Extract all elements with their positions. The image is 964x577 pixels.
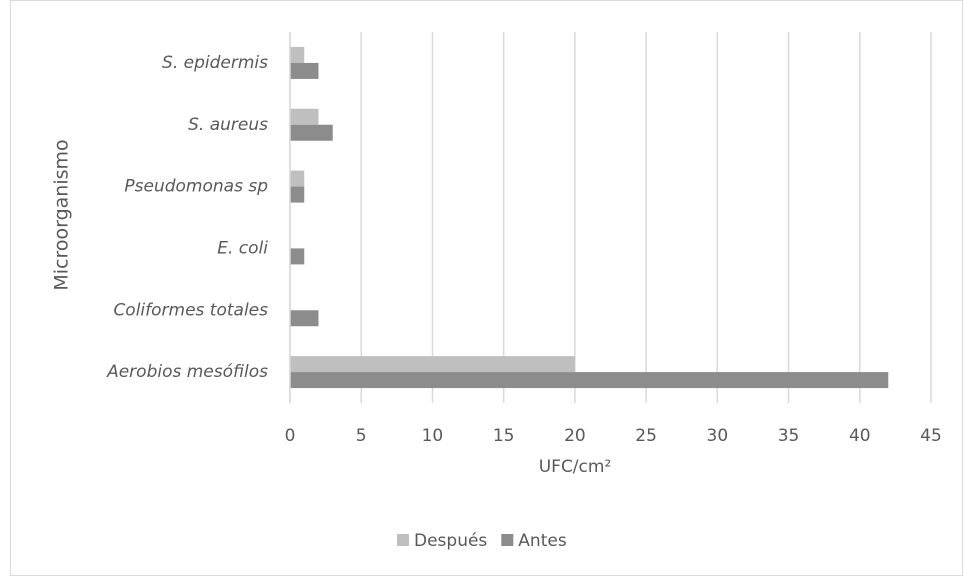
y-tick-label: S. epidermis [162, 53, 268, 73]
y-tick-label: Coliformes totales [113, 300, 268, 320]
bar [290, 248, 305, 265]
y-axis-label: Microorganismo [51, 139, 73, 290]
bar [290, 372, 889, 389]
x-tick-label: 15 [493, 426, 515, 446]
y-tick-label: Pseudomonas sp [124, 177, 268, 197]
y-tick-label: S. aureus [188, 115, 268, 135]
x-axis-label: UFC/cm² [539, 457, 612, 477]
y-tick-label: Aerobios mesófilos [106, 362, 268, 382]
bar [290, 170, 305, 187]
legend-swatch [397, 534, 409, 546]
bar [290, 46, 305, 63]
legend-label: Antes [518, 531, 567, 551]
x-tick-label: 35 [778, 426, 800, 446]
y-tick-label: E. coli [217, 238, 268, 258]
bar [290, 62, 319, 79]
bar [290, 108, 319, 125]
bar [290, 356, 575, 373]
x-tick-label: 10 [422, 426, 444, 446]
bar [290, 186, 305, 203]
x-tick-label: 5 [356, 426, 367, 446]
x-tick-label: 25 [635, 426, 657, 446]
x-tick-label: 0 [285, 426, 296, 446]
x-tick-label: 30 [707, 426, 729, 446]
x-tick-label: 40 [849, 426, 871, 446]
bar [290, 124, 333, 141]
chart-frame [10, 0, 963, 576]
x-tick-label: 20 [564, 426, 586, 446]
bar [290, 310, 319, 327]
legend-swatch [501, 534, 514, 546]
x-tick-label: 45 [920, 426, 942, 446]
legend-label: Después [414, 531, 487, 551]
